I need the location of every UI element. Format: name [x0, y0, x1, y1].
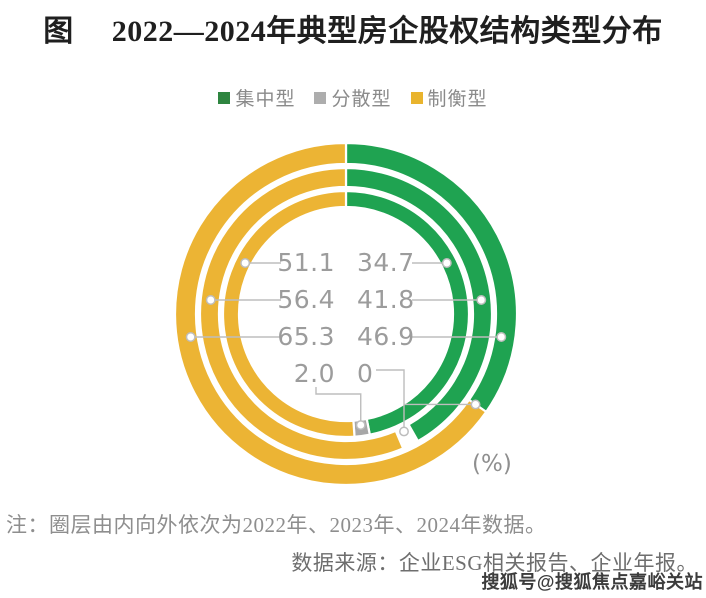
label-concentrated-middle: 41.8 [357, 285, 415, 314]
leader-dot-right-1 [476, 295, 487, 305]
legend-item-balanced: 制衡型 [410, 84, 488, 111]
ring-2022年-制衡型 [221, 189, 356, 439]
watermark: 搜狐号@搜狐焦点嘉峪关站 [481, 572, 703, 592]
legend-item-dispersed: 分散型 [314, 84, 391, 111]
leader-dot-right-2 [496, 332, 507, 342]
footnote-note: 注：圈层由内向外依次为2022年、2023年、2024年数据。 [6, 513, 547, 537]
leader-line-dispersed-2023 [376, 369, 405, 428]
ring-2023年-集中型 [344, 166, 494, 443]
page-title-text: 2022—2024年典型房企股权结构类型分布 [111, 15, 663, 48]
leader-line-dispersed-2022 [315, 387, 362, 422]
label-balanced-middle: 56.4 [277, 285, 335, 314]
ring-2023年-制衡型 [198, 166, 405, 462]
label-dispersed-left: 2.0 [293, 359, 335, 388]
footnote-source: 数据来源：企业ESG相关报告、企业年报。 [291, 551, 698, 575]
label-balanced-outer: 65.3 [277, 322, 335, 351]
label-concentrated-outer: 46.9 [357, 322, 415, 351]
unit-label: (%) [472, 451, 512, 477]
label-concentrated-inner: 34.7 [357, 248, 415, 277]
legend-label-concentrated: 集中型 [235, 89, 296, 110]
leader-dot-right-0 [441, 258, 452, 268]
legend-swatch-0 [218, 91, 231, 104]
legend-label-dispersed: 分散型 [331, 89, 392, 110]
leader-dot-dispersed-2023 [399, 426, 409, 437]
leader-dot-dispersed-2024 [470, 399, 481, 410]
legend: 集中型 分散型 制衡型 [0, 84, 706, 111]
leader-dot-left-0 [240, 258, 251, 268]
legend-item-concentrated: 集中型 [218, 84, 295, 111]
page-title: 图 2022—2024年典型房企股权结构类型分布 [0, 14, 706, 50]
leader-dot-dispersed-2022 [355, 420, 366, 430]
ring-2024年-制衡型 [173, 141, 488, 487]
leader-dot-left-1 [205, 295, 216, 305]
label-balanced-inner: 51.1 [277, 248, 335, 277]
legend-label-balanced: 制衡型 [427, 89, 488, 110]
leader-dot-left-2 [185, 332, 196, 342]
label-dispersed-right: 0 [357, 359, 374, 388]
legend-swatch-1 [314, 91, 327, 104]
page-title-prefix: 图 [43, 15, 74, 48]
legend-swatch-2 [410, 91, 423, 104]
